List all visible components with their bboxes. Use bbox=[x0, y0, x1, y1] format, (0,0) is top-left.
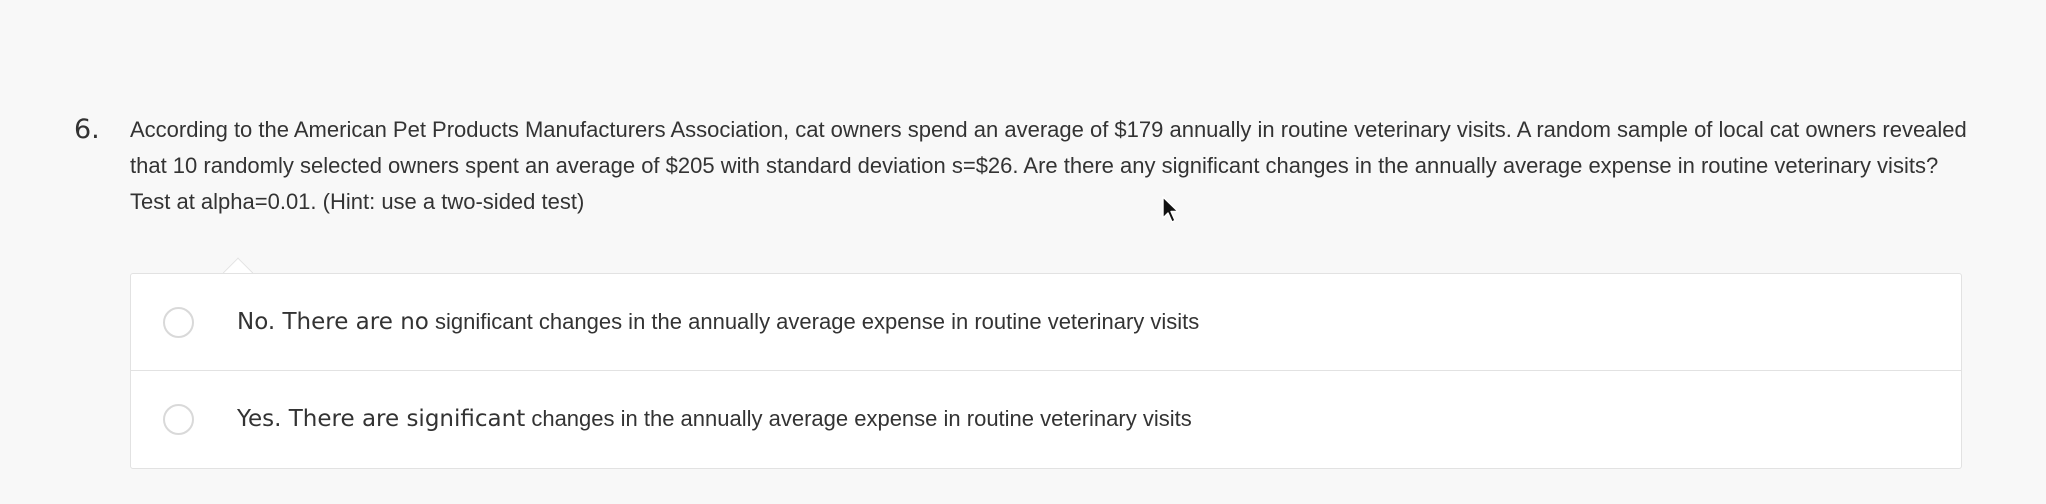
answer-option-yes[interactable]: Yes. There are significant changes in th… bbox=[131, 371, 1961, 467]
answer-option-lead: Yes. There are significant bbox=[237, 406, 526, 432]
answers-pointer-notch bbox=[223, 257, 253, 273]
answer-option-label: Yes. There are significant changes in th… bbox=[237, 406, 1192, 432]
mouse-pointer-icon bbox=[1162, 196, 1179, 223]
radio-circle-icon[interactable] bbox=[163, 403, 194, 435]
question-text: According to the American Pet Products M… bbox=[130, 117, 1967, 214]
answer-option-rest: significant changes in the annually aver… bbox=[428, 309, 1200, 334]
answer-option-rest: changes in the annually average expense … bbox=[525, 406, 1192, 431]
question-number: 6. bbox=[74, 114, 100, 145]
answer-option-lead: No. There are no bbox=[237, 309, 429, 335]
radio-circle-icon[interactable] bbox=[163, 306, 194, 338]
answer-option-no[interactable]: No. There are no significant changes in … bbox=[131, 274, 1961, 371]
answer-options: No. There are no significant changes in … bbox=[130, 273, 1962, 469]
answer-option-label: No. There are no significant changes in … bbox=[237, 309, 1199, 335]
